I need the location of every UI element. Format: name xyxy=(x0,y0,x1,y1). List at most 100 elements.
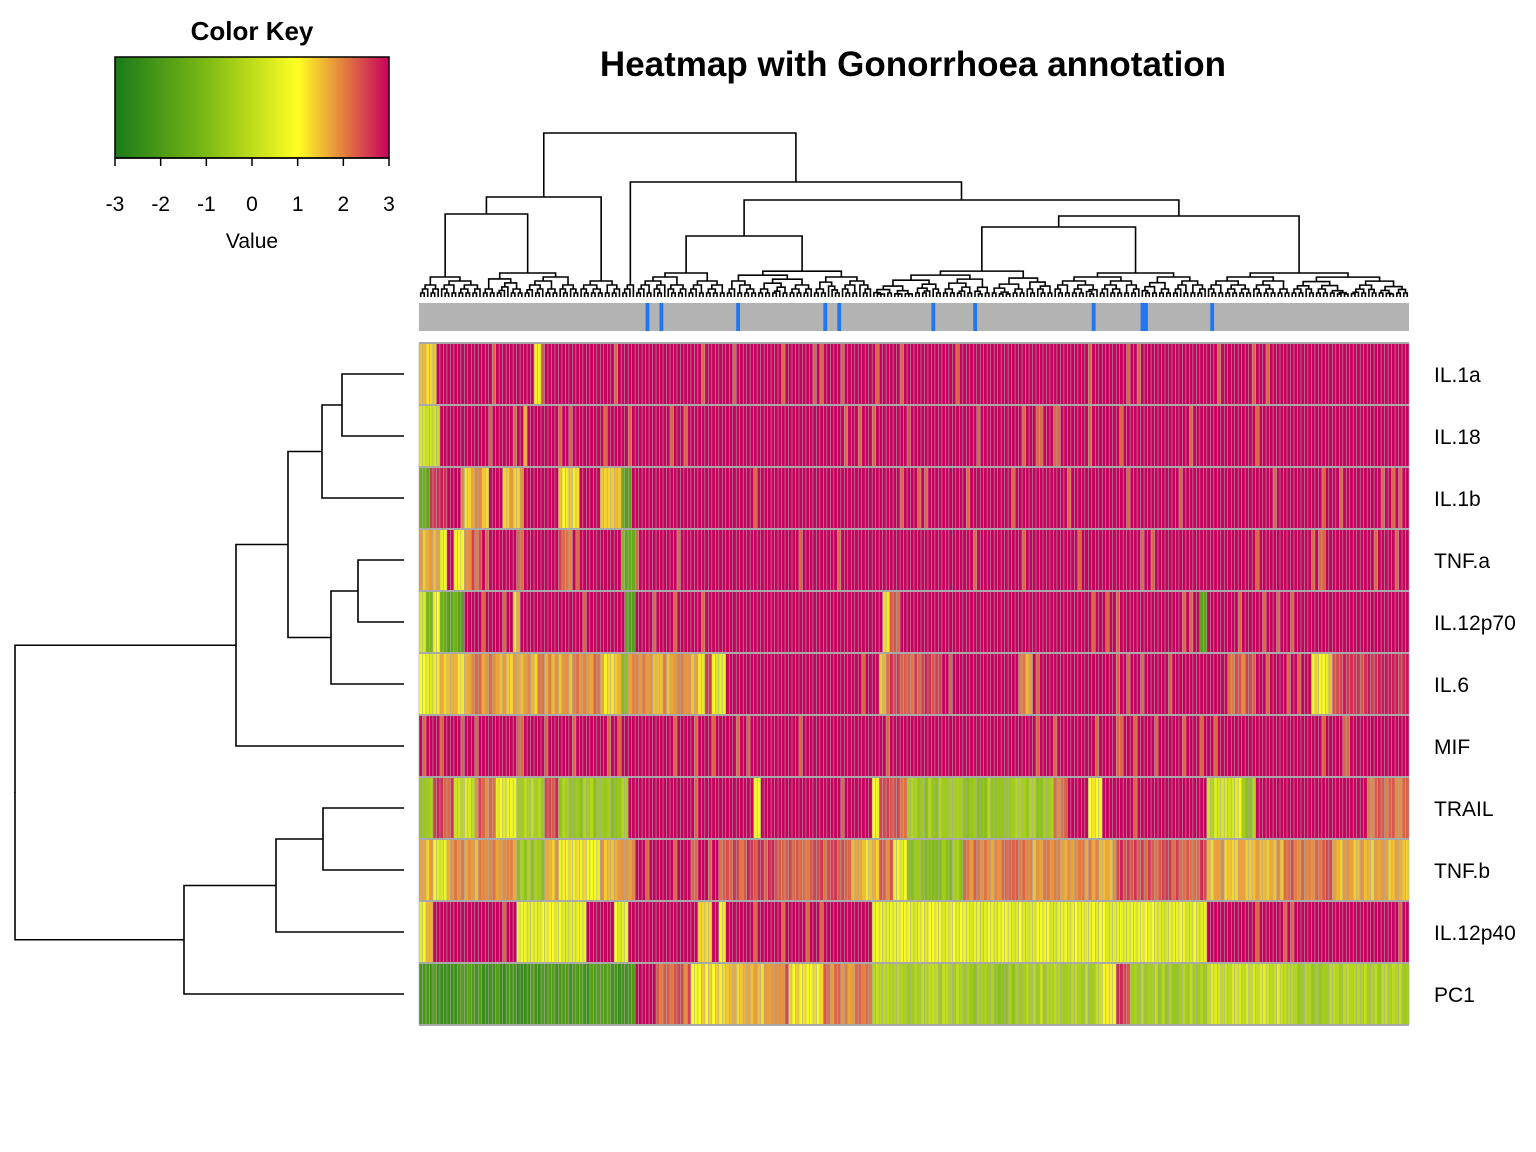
heatmap-cell xyxy=(478,343,482,405)
heatmap-cell xyxy=(886,529,890,591)
dendrogram-branch xyxy=(1165,292,1172,297)
heatmap-cell xyxy=(1095,405,1099,467)
heatmap-cell xyxy=(826,405,831,467)
heatmap-cell xyxy=(575,529,580,591)
heatmap-cell xyxy=(544,901,549,963)
heatmap-cell xyxy=(1342,529,1347,591)
heatmap-cell xyxy=(1367,591,1371,653)
heatmap-cell xyxy=(1335,901,1340,963)
heatmap-cell xyxy=(837,715,841,777)
heatmap-cell xyxy=(1241,653,1246,715)
heatmap-cell xyxy=(1255,405,1260,467)
heatmap-cell xyxy=(499,839,503,901)
heatmap-cell xyxy=(729,963,733,1025)
heatmap-cell xyxy=(1353,963,1357,1025)
color-key-tick-label: 2 xyxy=(337,193,349,216)
heatmap-cell xyxy=(1067,653,1071,715)
dendrogram-branch xyxy=(772,292,778,297)
heatmap-cell xyxy=(513,777,517,839)
heatmap-cell xyxy=(603,405,608,467)
heatmap-cell xyxy=(1063,343,1068,405)
heatmap-cell xyxy=(840,529,845,591)
heatmap-cell xyxy=(593,963,597,1025)
heatmap-cell xyxy=(1213,591,1218,653)
heatmap-cell xyxy=(865,839,869,901)
heatmap-cell xyxy=(481,963,486,1025)
heatmap-cell xyxy=(976,653,981,715)
heatmap-cell xyxy=(683,777,688,839)
dendrogram-branch xyxy=(914,292,921,297)
heatmap-cell xyxy=(1367,343,1371,405)
heatmap-cell xyxy=(1273,343,1277,405)
heatmap-cell xyxy=(1339,343,1343,405)
heatmap-cell xyxy=(1297,901,1301,963)
heatmap-cell xyxy=(771,839,775,901)
heatmap-cell xyxy=(812,343,817,405)
heatmap-cell xyxy=(729,529,733,591)
heatmap-cell xyxy=(1196,405,1200,467)
heatmap-cell xyxy=(1325,901,1329,963)
heatmap-cell xyxy=(722,901,726,963)
heatmap-cell xyxy=(952,529,956,591)
heatmap-cell xyxy=(1213,653,1218,715)
heatmap-cell xyxy=(997,591,1002,653)
heatmap-cell xyxy=(1178,777,1183,839)
heatmap-cell xyxy=(1297,715,1301,777)
heatmap-cell xyxy=(1105,839,1110,901)
heatmap-cell xyxy=(1095,715,1099,777)
heatmap-cell xyxy=(652,467,657,529)
heatmap-cell xyxy=(1280,405,1284,467)
heatmap-cell xyxy=(948,839,953,901)
heatmap-cell xyxy=(851,715,855,777)
heatmap-cell xyxy=(1133,529,1138,591)
heatmap-cell xyxy=(1074,529,1078,591)
dendrogram-branch xyxy=(1117,292,1123,297)
heatmap-cell xyxy=(994,777,998,839)
heatmap-cell xyxy=(1095,777,1099,839)
heatmap-cell xyxy=(582,405,587,467)
heatmap-cell xyxy=(805,467,810,529)
heatmap-cell xyxy=(725,529,730,591)
heatmap-cell xyxy=(1147,715,1152,777)
heatmap-cell xyxy=(1388,963,1392,1025)
heatmap-cell xyxy=(1311,839,1315,901)
heatmap-cell xyxy=(1391,901,1396,963)
dendrogram-branch xyxy=(1057,292,1063,297)
heatmap-cell xyxy=(927,653,932,715)
heatmap-cell xyxy=(1231,529,1235,591)
heatmap-cell xyxy=(973,777,977,839)
heatmap-cell xyxy=(704,963,709,1025)
heatmap-cell xyxy=(798,963,803,1025)
heatmap-cell xyxy=(868,467,873,529)
heatmap-cell xyxy=(1081,343,1085,405)
heatmap-cell xyxy=(907,839,911,901)
heatmap-cell xyxy=(1015,715,1019,777)
heatmap-cell xyxy=(464,839,468,901)
heatmap-cell xyxy=(467,591,472,653)
heatmap-cell xyxy=(1049,777,1054,839)
heatmap-cell xyxy=(669,467,674,529)
heatmap-cell xyxy=(837,405,841,467)
heatmap-cell xyxy=(903,529,908,591)
heatmap-cell xyxy=(865,715,869,777)
heatmap-cell xyxy=(826,777,831,839)
heatmap-cell xyxy=(683,467,688,529)
heatmap-cell xyxy=(502,467,507,529)
dendrogram-branch xyxy=(489,292,495,297)
heatmap-cell xyxy=(467,777,472,839)
heatmap-cell xyxy=(941,777,946,839)
heatmap-cell xyxy=(1053,715,1057,777)
heatmap-cell xyxy=(1206,405,1211,467)
heatmap-cell xyxy=(1171,343,1176,405)
heatmap-cell xyxy=(1328,963,1333,1025)
heatmap-cell xyxy=(833,963,838,1025)
heatmap-cell xyxy=(516,591,521,653)
heatmap-cell xyxy=(638,963,643,1025)
heatmap-cell xyxy=(516,467,521,529)
heatmap-cell xyxy=(502,591,507,653)
heatmap-cell xyxy=(920,467,925,529)
heatmap-cell xyxy=(1377,467,1382,529)
heatmap-cell xyxy=(1070,653,1075,715)
heatmap-cell xyxy=(914,963,918,1025)
heatmap-cell xyxy=(450,901,454,963)
